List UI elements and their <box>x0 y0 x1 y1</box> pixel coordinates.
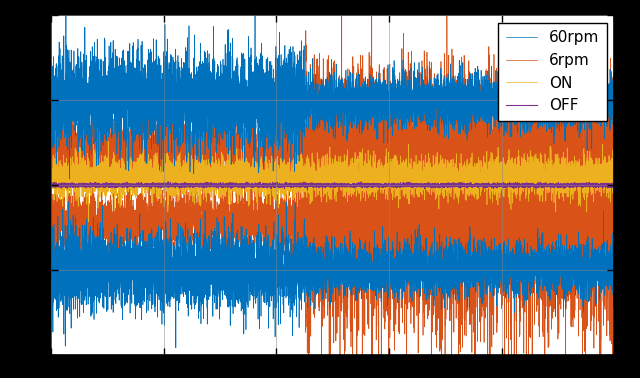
OFF <box>76 183 83 187</box>
ON <box>495 179 503 183</box>
Line: ON: ON <box>51 140 614 222</box>
Legend: 60rpm, 6rpm, ON, OFF: 60rpm, 6rpm, ON, OFF <box>499 23 607 121</box>
6rpm <box>381 103 388 107</box>
60rpm <box>251 5 259 9</box>
OFF <box>252 183 259 187</box>
ON <box>611 193 618 198</box>
Line: 60rpm: 60rpm <box>51 7 614 179</box>
ON <box>405 171 413 176</box>
6rpm <box>405 147 413 152</box>
6rpm <box>47 133 55 137</box>
6rpm <box>443 2 451 7</box>
Line: OFF: OFF <box>51 182 614 189</box>
Line: 6rpm: 6rpm <box>51 5 614 304</box>
6rpm <box>611 125 618 130</box>
ON <box>140 138 147 142</box>
60rpm <box>66 177 74 181</box>
6rpm <box>495 101 503 105</box>
OFF <box>465 183 473 187</box>
60rpm <box>495 119 503 123</box>
6rpm <box>76 133 83 137</box>
OFF <box>381 184 388 188</box>
60rpm <box>405 86 413 91</box>
OFF <box>47 184 55 189</box>
6rpm <box>465 103 473 107</box>
OFF <box>303 187 311 192</box>
ON <box>47 187 55 192</box>
6rpm <box>252 126 259 130</box>
OFF <box>495 183 503 188</box>
60rpm <box>47 87 55 91</box>
OFF <box>611 182 618 186</box>
6rpm <box>306 301 314 306</box>
ON <box>252 175 259 179</box>
ON <box>465 178 473 183</box>
60rpm <box>252 106 259 110</box>
ON <box>84 220 92 224</box>
ON <box>76 167 83 172</box>
OFF <box>164 180 172 184</box>
60rpm <box>465 98 473 102</box>
OFF <box>405 183 413 188</box>
ON <box>381 186 388 191</box>
60rpm <box>76 98 83 102</box>
60rpm <box>381 86 388 91</box>
60rpm <box>611 71 618 76</box>
